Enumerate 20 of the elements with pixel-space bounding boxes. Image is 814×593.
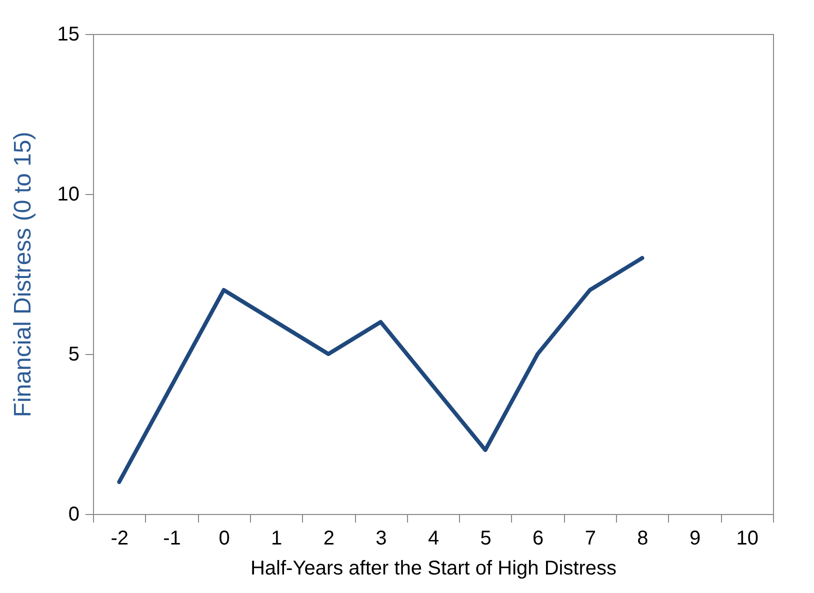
y-tick-label: 15 xyxy=(57,24,80,46)
y-axis-title: Financial Distress (0 to 15) xyxy=(9,132,36,418)
x-tick-label: 10 xyxy=(736,528,758,550)
x-tick-label: 1 xyxy=(271,528,282,550)
x-tick-label: -2 xyxy=(110,528,129,550)
y-tick-label: 10 xyxy=(57,184,80,206)
x-axis-title: Half-Years after the Start of High Distress xyxy=(250,558,617,580)
x-tick-label: 8 xyxy=(637,528,648,550)
x-tick-label: 2 xyxy=(323,528,334,550)
line-series xyxy=(117,256,644,484)
y-tick-label: 5 xyxy=(68,344,80,366)
x-tick-label: 0 xyxy=(218,528,230,550)
x-tick-label: 3 xyxy=(376,528,387,550)
x-tick-label: 7 xyxy=(584,528,596,550)
y-tick-label: 0 xyxy=(68,504,80,526)
x-tick-label: 5 xyxy=(480,528,492,550)
x-tick-label: 9 xyxy=(689,528,701,550)
x-tick-label: 6 xyxy=(532,528,544,550)
x-tick-label: -1 xyxy=(163,528,181,550)
x-tick-label: 4 xyxy=(428,528,440,550)
